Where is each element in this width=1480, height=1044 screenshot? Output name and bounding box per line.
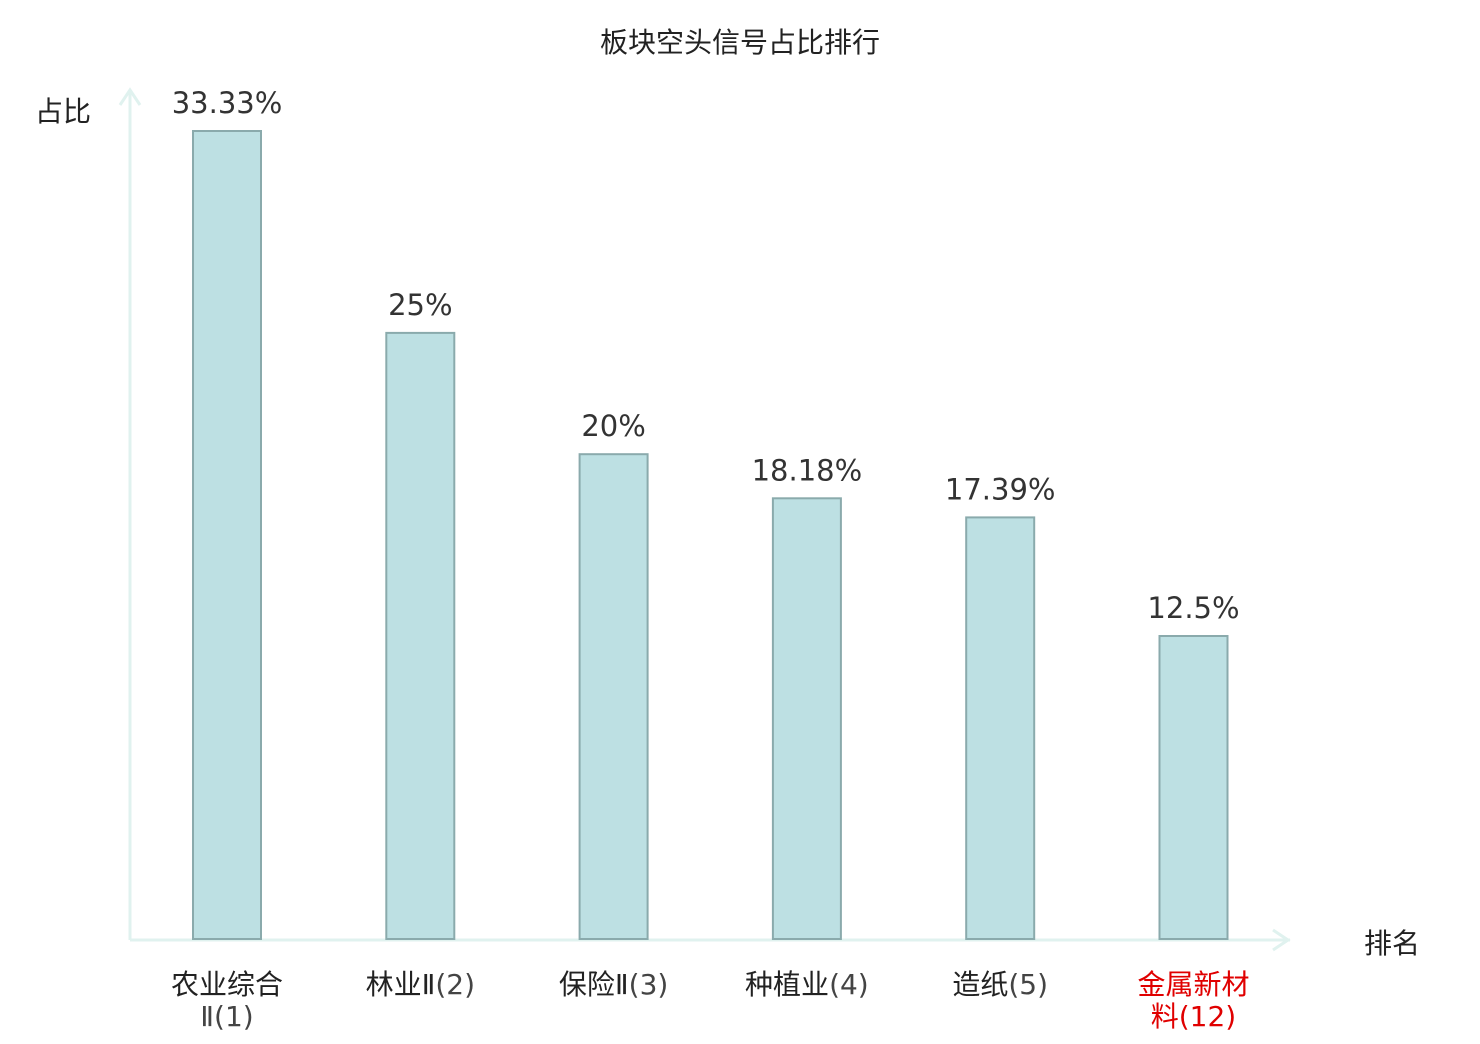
bar: [385, 331, 456, 940]
category-label: 金属新材料(12): [1137, 968, 1249, 1033]
category-rank: (5): [1008, 968, 1048, 1001]
bar: [578, 453, 649, 940]
value-label: 12.5%: [1147, 591, 1239, 625]
bar: [1158, 635, 1229, 940]
category-name: 种植业: [745, 968, 829, 1001]
value-label: 17.39%: [945, 472, 1056, 506]
category-name: 造纸: [952, 968, 1008, 1001]
x-axis-label: 排名: [1364, 927, 1420, 960]
category-rank: Ⅱ(1): [200, 1000, 253, 1033]
y-axis-arrow: [118, 87, 142, 106]
value-labels-group: 33.33% 25% 20% 18.18% 17.39% 12.5%: [172, 86, 1240, 625]
category-label: 保险Ⅱ(3): [559, 968, 668, 1001]
value-label: 18.18%: [752, 453, 863, 487]
category-label: 种植业(4): [745, 968, 869, 1001]
category-name: 林业Ⅱ: [366, 968, 436, 1001]
y-axis-label: 占比: [35, 95, 91, 128]
category-rank: (3): [629, 968, 669, 1001]
category-label: 农业综合 Ⅱ(1): [171, 968, 283, 1033]
bar: [965, 516, 1036, 941]
category-rank: (2): [435, 968, 475, 1001]
bars-group: [192, 130, 1229, 941]
x-axis-arrow: [1272, 928, 1291, 952]
bar: [192, 130, 262, 940]
category-name: 农业综合: [171, 968, 283, 1001]
category-label: 林业Ⅱ(2): [366, 968, 475, 1001]
bar: [771, 497, 842, 940]
value-label: 33.33%: [172, 86, 283, 120]
category-name: 保险Ⅱ: [559, 968, 629, 1001]
value-label: 20%: [581, 409, 645, 443]
value-label: 25%: [388, 288, 452, 322]
category-rank: 料(12): [1151, 1000, 1236, 1033]
category-rank: (4): [829, 968, 869, 1001]
axes: [118, 87, 1291, 952]
category-label: 造纸(5): [952, 968, 1048, 1001]
category-labels-group: 农业综合 Ⅱ(1) 林业Ⅱ(2) 保险Ⅱ(3) 种植业(4) 造纸(5) 金属新材料(12): [171, 968, 1250, 1033]
category-name: 金属新材: [1137, 968, 1249, 1001]
chart-title: 板块空头信号占比排行: [600, 26, 880, 59]
